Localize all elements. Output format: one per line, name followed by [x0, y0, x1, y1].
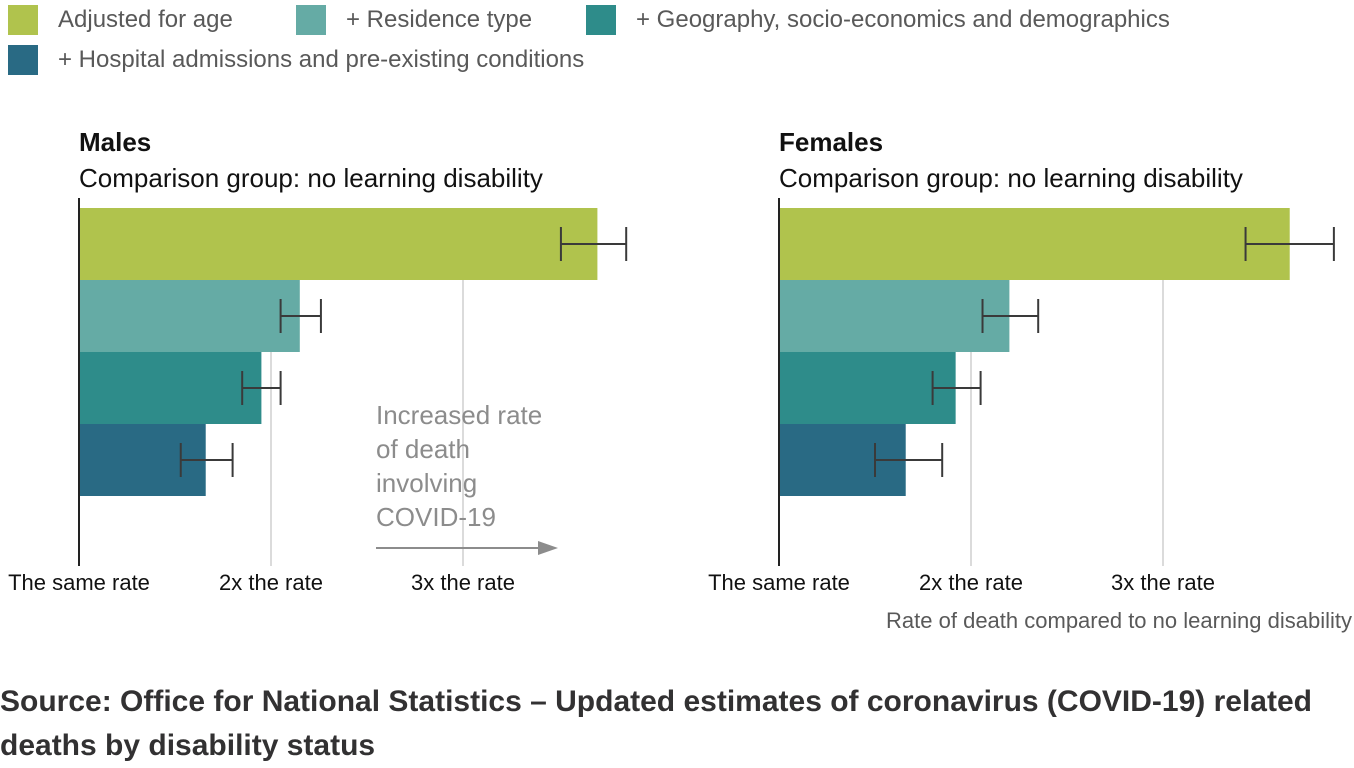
- males-error-bar-hospital: [179, 443, 234, 477]
- females-tick-label-1: 2x the rate: [919, 570, 1023, 595]
- males-title: Males: [79, 127, 151, 157]
- legend-item-hospital: + Hospital admissions and pre-existing c…: [8, 42, 584, 78]
- annotation-line-4: COVID-19: [376, 502, 496, 532]
- males-error-bar-age: [559, 227, 628, 261]
- females-title: Females: [779, 127, 883, 157]
- legend-swatch-residence: [296, 5, 326, 35]
- females-tick-label-0: The same rate: [708, 570, 850, 595]
- males-error-bar-residence: [279, 299, 322, 333]
- females-panel: Females Comparison group: no learning dis…: [708, 127, 1335, 595]
- males-tick-label-2: 3x the rate: [411, 570, 515, 595]
- annotation-line-1: Increased rate: [376, 400, 542, 430]
- legend-swatch-geography: [586, 5, 616, 35]
- legend-swatch-hospital: [8, 45, 38, 75]
- legend-label-hospital: + Hospital admissions and pre-existing c…: [58, 46, 585, 73]
- arrow-head-icon: [538, 541, 558, 555]
- legend-label-geography: + Geography, socio-economics and demogra…: [636, 6, 1170, 33]
- males-error-bar-geography: [241, 371, 282, 405]
- annotation: Increased rate of death involving COVID-…: [376, 400, 558, 555]
- source-note: Source: Office for National Statistics –…: [0, 685, 1312, 762]
- females-error-bar-age: [1244, 227, 1335, 261]
- females-bar-residence: [779, 280, 1010, 352]
- males-panel: Males Comparison group: no learning disab…: [8, 127, 628, 595]
- females-tick-label-2: 3x the rate: [1111, 570, 1215, 595]
- legend-item-age: Adjusted for age: [8, 2, 233, 38]
- males-subtitle: Comparison group: no learning disability: [79, 163, 543, 193]
- legend-item-residence: + Residence type: [296, 2, 532, 38]
- legend-label-age: Adjusted for age: [58, 6, 233, 33]
- females-error-bar-geography: [931, 371, 982, 405]
- males-tick-label-0: The same rate: [8, 570, 150, 595]
- males-tick-label-1: 2x the rate: [219, 570, 323, 595]
- x-axis-label: Rate of death compared to no learning di…: [886, 608, 1352, 633]
- females-bar-age: [779, 208, 1290, 280]
- chart-svg: Males Comparison group: no learning disab…: [8, 127, 1352, 633]
- females-bar-geography: [779, 352, 956, 424]
- legend-label-residence: + Residence type: [346, 6, 533, 33]
- annotation-line-3: involving: [376, 468, 477, 498]
- males-bar-residence: [79, 280, 300, 352]
- males-bar-geography: [79, 352, 262, 424]
- females-error-bar-residence: [981, 299, 1040, 333]
- annotation-line-2: of death: [376, 434, 470, 464]
- females-subtitle: Comparison group: no learning disability: [779, 163, 1243, 193]
- legend-swatch-age: [8, 5, 38, 35]
- females-error-bar-hospital: [874, 443, 944, 477]
- males-bar-age: [79, 208, 598, 280]
- legend: Adjusted for age + Residence type + Geog…: [8, 2, 1348, 82]
- legend-item-geography: + Geography, socio-economics and demogra…: [586, 2, 1170, 38]
